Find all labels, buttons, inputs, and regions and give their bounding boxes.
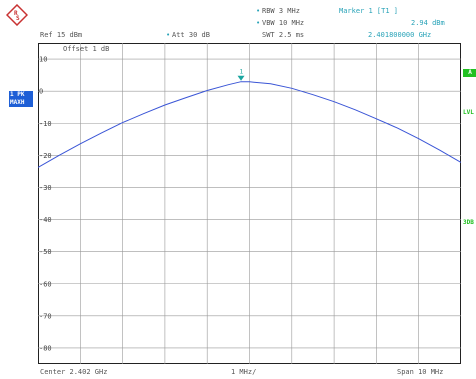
rohde-schwarz-logo: R S	[5, 3, 29, 27]
svg-text:S: S	[16, 15, 20, 22]
y-tick-label: -70	[39, 312, 52, 320]
rbw-readout: RBW 3 MHz	[262, 7, 300, 15]
y-tick-label: 10	[39, 56, 47, 64]
center-frequency: Center 2.402 GHz	[40, 368, 108, 376]
rbw-bullet: •	[256, 7, 261, 15]
3db-indicator: 3DB	[463, 219, 474, 226]
trace-mode-line-1: 1 PK	[10, 91, 25, 98]
trace-mode-line-2: MAXH	[10, 99, 25, 106]
att-bullet: •	[166, 31, 171, 39]
spectrum-chart: 10 0 -10 -20 -30 -40 -50 -60 -70 -80 1	[37, 43, 462, 364]
sweep-time: SWT 2.5 ms	[262, 31, 305, 39]
marker-1-label: 1	[240, 69, 244, 76]
vbw-bullet: •	[256, 19, 261, 27]
trace-line	[37, 81, 462, 168]
y-tick-label: 0	[39, 88, 43, 96]
spectrum-plot[interactable]: 10 0 -10 -20 -30 -40 -50 -60 -70 -80 1	[37, 43, 462, 364]
y-tick-label: -40	[39, 216, 52, 224]
y-tick-label: -20	[39, 152, 52, 160]
ref-level: Ref 15 dBm	[40, 31, 83, 39]
a-indicator: A	[463, 69, 476, 77]
marker-level: 2.94 dBm	[411, 19, 445, 27]
offset-label: Offset 1 dB	[63, 45, 110, 53]
y-tick-label: -60	[39, 280, 52, 288]
y-tick-label: -50	[39, 248, 52, 256]
marker-frequency: 2.401800000 GHz	[368, 31, 432, 39]
division-scale: 1 MHz/	[231, 368, 257, 376]
vbw-readout: VBW 10 MHz	[262, 19, 305, 27]
y-tick-label: -80	[39, 344, 52, 352]
span: Span 10 MHz	[397, 368, 444, 376]
y-tick-label: -10	[39, 120, 52, 128]
trace-mode-tag: 1 PK MAXH	[9, 91, 33, 107]
lvl-indicator: LVL	[463, 109, 474, 116]
svg-text:R: R	[14, 10, 18, 17]
attenuation: Att 30 dB	[172, 31, 210, 39]
y-tick-label: -30	[39, 184, 52, 192]
marker-1-triangle[interactable]	[237, 75, 245, 81]
marker-title: Marker 1 [T1 ]	[339, 7, 399, 15]
